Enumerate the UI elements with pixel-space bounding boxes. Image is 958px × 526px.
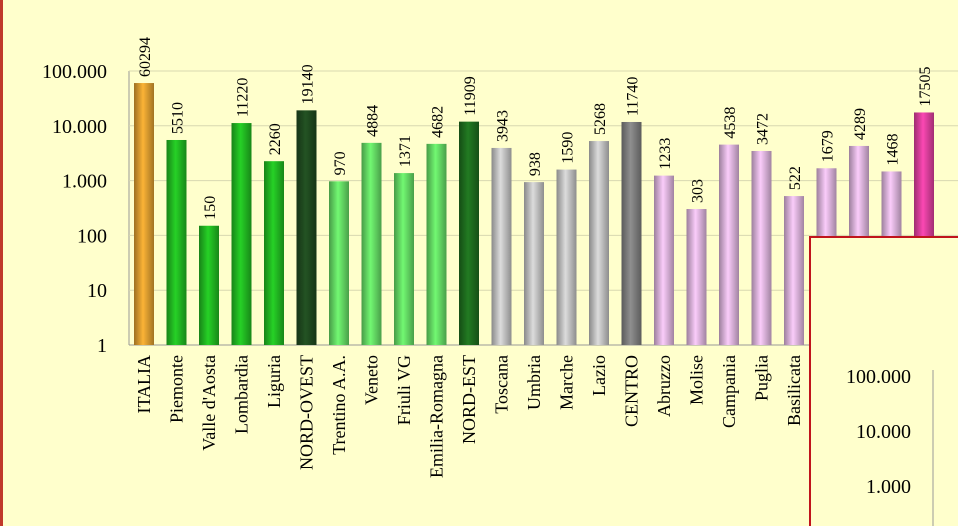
bar [751, 150, 772, 345]
bar-value-label: 1233 [657, 138, 674, 170]
inset-y-tick-label: 1.000 [866, 476, 911, 498]
bar-value-label: 1679 [820, 130, 837, 162]
bar-value-label: 938 [527, 152, 544, 176]
bar-value-label: 303 [690, 179, 707, 203]
x-tick-label: CENTRO [622, 355, 642, 427]
bar [589, 141, 609, 345]
bar-value-label: 60294 [137, 37, 154, 77]
x-tick-label: NORD-EST [459, 355, 479, 444]
bar-value-label: 4884 [365, 105, 382, 137]
bar [719, 144, 739, 345]
bar-value-label: 1590 [560, 132, 577, 164]
x-tick-label: Marche [557, 355, 577, 410]
inset-chart-svg: 100.000 10.000 1.000 [846, 366, 934, 526]
x-tick-label: Toscana [492, 355, 512, 414]
bar [296, 110, 317, 345]
x-tick-label: Piemonte [167, 355, 187, 423]
bar-value-label: 5510 [170, 102, 187, 134]
bar-value-label: 2260 [267, 123, 284, 155]
bar [556, 169, 577, 345]
x-tick-label: Abruzzo [654, 355, 674, 417]
x-tick-label: Umbria [524, 355, 544, 410]
bar [134, 83, 154, 345]
inset-chart: 100.000 10.000 1.000 [809, 236, 958, 526]
x-tick-label: Emilia-Romagna [427, 355, 447, 478]
bar-value-label: 3943 [495, 110, 512, 142]
bar [491, 147, 512, 345]
bar-value-label: 522 [787, 166, 804, 190]
bar [329, 181, 349, 345]
inset-y-tick-label: 100.000 [846, 366, 911, 388]
x-tick-label: Veneto [362, 355, 382, 405]
bar-value-label: 3472 [755, 113, 772, 145]
bar [654, 175, 674, 345]
y-tick-label: 100 [77, 225, 107, 247]
bar [426, 143, 447, 345]
bar-value-label: 4289 [852, 108, 869, 140]
x-tick-label: Campania [719, 355, 739, 428]
bar-value-label: 970 [332, 151, 349, 175]
bar [621, 121, 642, 346]
bar-value-label: 4682 [430, 106, 447, 138]
bar [166, 139, 187, 345]
bar-value-label: 4538 [722, 107, 739, 139]
bar-chart: 1 10 100 1.000 10.000 100.000 60294 5510 150 112… [42, 37, 958, 478]
y-tick-label: 10 [87, 280, 107, 302]
y-tick-label: 1.000 [62, 171, 107, 193]
x-tick-label: Basilicata [784, 355, 804, 426]
bar-value-label: 11740 [625, 77, 642, 116]
y-tick-label: 1 [97, 335, 107, 357]
x-tick-label: Valle d'Aosta [199, 355, 219, 451]
x-tick-label: Trentino A.A. [329, 355, 349, 455]
bar-value-label: 11909 [462, 76, 479, 115]
x-tick-label: Friuli VG [394, 355, 414, 425]
bar [459, 121, 479, 346]
x-tick-label: Liguria [264, 355, 284, 408]
bar-value-label: 5268 [592, 103, 609, 135]
x-tick-label: Molise [687, 355, 707, 405]
x-tick-label: Puglia [752, 355, 772, 401]
bar [361, 142, 382, 345]
bar [524, 182, 544, 345]
y-tick-label: 100.000 [42, 61, 107, 83]
x-tick-label: NORD-OVEST [297, 355, 317, 470]
bar [264, 161, 284, 345]
bar [394, 173, 414, 345]
bar [199, 225, 219, 345]
inset-y-tick-label: 10.000 [856, 421, 911, 443]
bar [231, 123, 252, 345]
bar-value-label: 1468 [885, 133, 902, 165]
x-tick-label: Lazio [589, 355, 609, 396]
bar-value-label: 17505 [917, 66, 934, 106]
bar-value-label: 150 [202, 196, 219, 220]
bar-value-label: 11220 [235, 78, 252, 117]
y-tick-label: 10.000 [52, 116, 107, 138]
bar-value-label: 1371 [397, 135, 414, 167]
x-tick-label: ITALIA [134, 355, 154, 414]
bar [686, 209, 707, 345]
bar [784, 196, 804, 345]
x-tick-label: Lombardia [232, 355, 252, 434]
bar-value-label: 19140 [300, 64, 317, 104]
